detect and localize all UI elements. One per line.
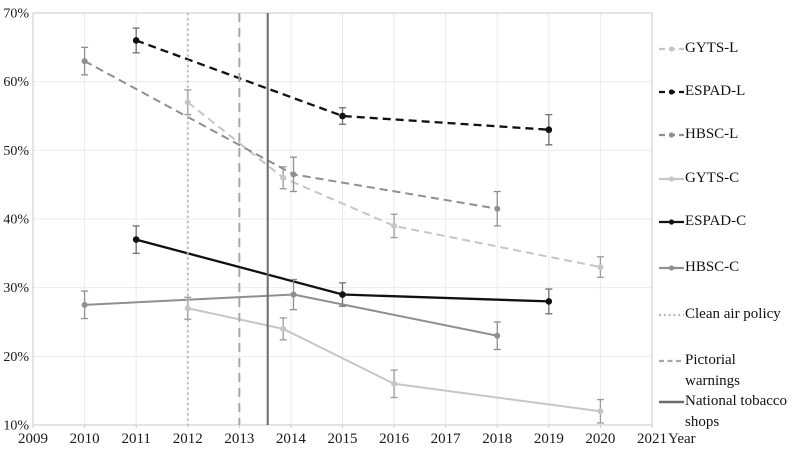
y-tick-label: 10% xyxy=(3,419,29,434)
legend-swatch-solid xyxy=(659,175,684,182)
data-point xyxy=(339,291,346,298)
data-point xyxy=(391,222,398,229)
x-tick-label: 2017 xyxy=(431,431,462,447)
legend-label: GYTS-L xyxy=(685,40,739,56)
data-point xyxy=(597,264,604,271)
data-point xyxy=(81,301,88,308)
data-point xyxy=(597,408,604,415)
legend-swatch-solid-thick xyxy=(659,400,684,404)
legend-label: ESPAD-L xyxy=(685,83,746,99)
legend-item-national-tobacco-shops: National tobacco shops xyxy=(659,391,787,433)
legend-item-hbsc-c: HBSC-C xyxy=(659,257,739,278)
legend-marker-dot xyxy=(668,264,675,271)
x-axis-title: Year xyxy=(668,431,696,447)
y-axis-labels: 70% 60% 50% 40% 30% 20% 10% xyxy=(3,7,29,434)
x-tick-label: 2011 xyxy=(121,431,150,447)
y-tick-label: 40% xyxy=(3,213,29,228)
x-tick-label: 2015 xyxy=(328,431,358,447)
legend-swatch-dashed-short xyxy=(659,359,684,363)
x-tick-label: 2018 xyxy=(482,431,512,447)
x-axis-labels: 2009 2010 2011 2012 2013 2014 2015 2016 2017 2018… xyxy=(18,431,667,447)
legend-marker-dot xyxy=(668,131,675,138)
series-espad-c xyxy=(132,225,553,315)
data-point xyxy=(339,112,346,120)
legend-marker-dot xyxy=(668,88,675,95)
x-tick-label: 2020 xyxy=(585,431,615,447)
data-point xyxy=(290,171,297,178)
legend-label: Pictorial warnings xyxy=(685,352,740,389)
legend-label: HBSC-L xyxy=(685,126,739,142)
x-tick-label: 2010 xyxy=(70,431,100,447)
legend-swatch-dotted xyxy=(659,313,684,316)
data-point xyxy=(132,236,140,243)
legend-swatch-solid xyxy=(659,218,684,225)
gridlines xyxy=(33,13,652,425)
data-point xyxy=(132,37,140,44)
data-point xyxy=(81,58,88,65)
legend-label: National tobacco shops xyxy=(685,393,788,430)
series-line xyxy=(187,307,601,413)
y-tick-label: 20% xyxy=(3,350,29,365)
y-tick-label: 70% xyxy=(3,7,29,22)
x-tick-label: 2009 xyxy=(18,431,48,447)
legend-item-gyts-c: GYTS-C xyxy=(659,168,739,189)
series-hbsc-l xyxy=(81,46,501,227)
legend-marker-dot xyxy=(668,218,675,225)
legend-item-espad-c: ESPAD-C xyxy=(659,211,746,232)
legend-label: HBSC-C xyxy=(685,259,740,275)
y-tick-label: 50% xyxy=(3,144,29,159)
legend-swatch-dashed xyxy=(659,88,684,95)
legend-item-gyts-l: GYTS-L xyxy=(659,38,738,59)
data-point xyxy=(494,332,501,339)
legend-label: GYTS-C xyxy=(685,170,740,186)
legend-label: Clean air policy xyxy=(685,306,781,322)
data-point xyxy=(545,298,553,305)
legend-item-hbsc-l: HBSC-L xyxy=(659,124,738,145)
data-point xyxy=(494,205,501,212)
x-tick-label: 2014 xyxy=(276,431,307,447)
x-tick-label: 2012 xyxy=(173,431,203,447)
series-espad-l xyxy=(132,27,553,146)
legend-item-espad-l: ESPAD-L xyxy=(659,81,745,102)
legend-marker-dot xyxy=(668,175,675,182)
x-tick-label: 2021 xyxy=(637,431,667,447)
legend-item-pictorial-warnings: Pictorial warnings xyxy=(659,350,740,392)
chart-legend: GYTS-L ESPAD-L HBSC-L GYTS-C ESPAD-C HBSC-C Cl… xyxy=(659,0,800,450)
data-point xyxy=(545,126,553,134)
data-point xyxy=(184,305,191,312)
x-tick-label: 2016 xyxy=(379,431,410,447)
series-gyts-c xyxy=(184,296,604,424)
x-tick-label: 2019 xyxy=(534,431,564,447)
series-gyts-l xyxy=(184,89,604,279)
series-hbsc-c xyxy=(81,278,501,351)
y-tick-label: 60% xyxy=(3,75,29,90)
legend-swatch-solid xyxy=(659,264,684,271)
legend-item-clean-air-policy: Clean air policy xyxy=(659,304,781,325)
data-point xyxy=(290,291,297,298)
legend-swatch-dashed xyxy=(659,45,684,52)
data-point xyxy=(391,380,398,387)
data-point xyxy=(280,174,287,181)
series-line xyxy=(135,39,549,131)
legend-label: ESPAD-C xyxy=(685,213,747,229)
legend-marker-dot xyxy=(668,45,675,52)
x-axis-ticks xyxy=(32,425,653,428)
data-point xyxy=(280,325,287,332)
series-line xyxy=(187,101,601,269)
y-tick-label: 30% xyxy=(3,281,29,296)
legend-swatch-dashed xyxy=(659,131,684,138)
x-tick-label: 2013 xyxy=(224,431,254,447)
